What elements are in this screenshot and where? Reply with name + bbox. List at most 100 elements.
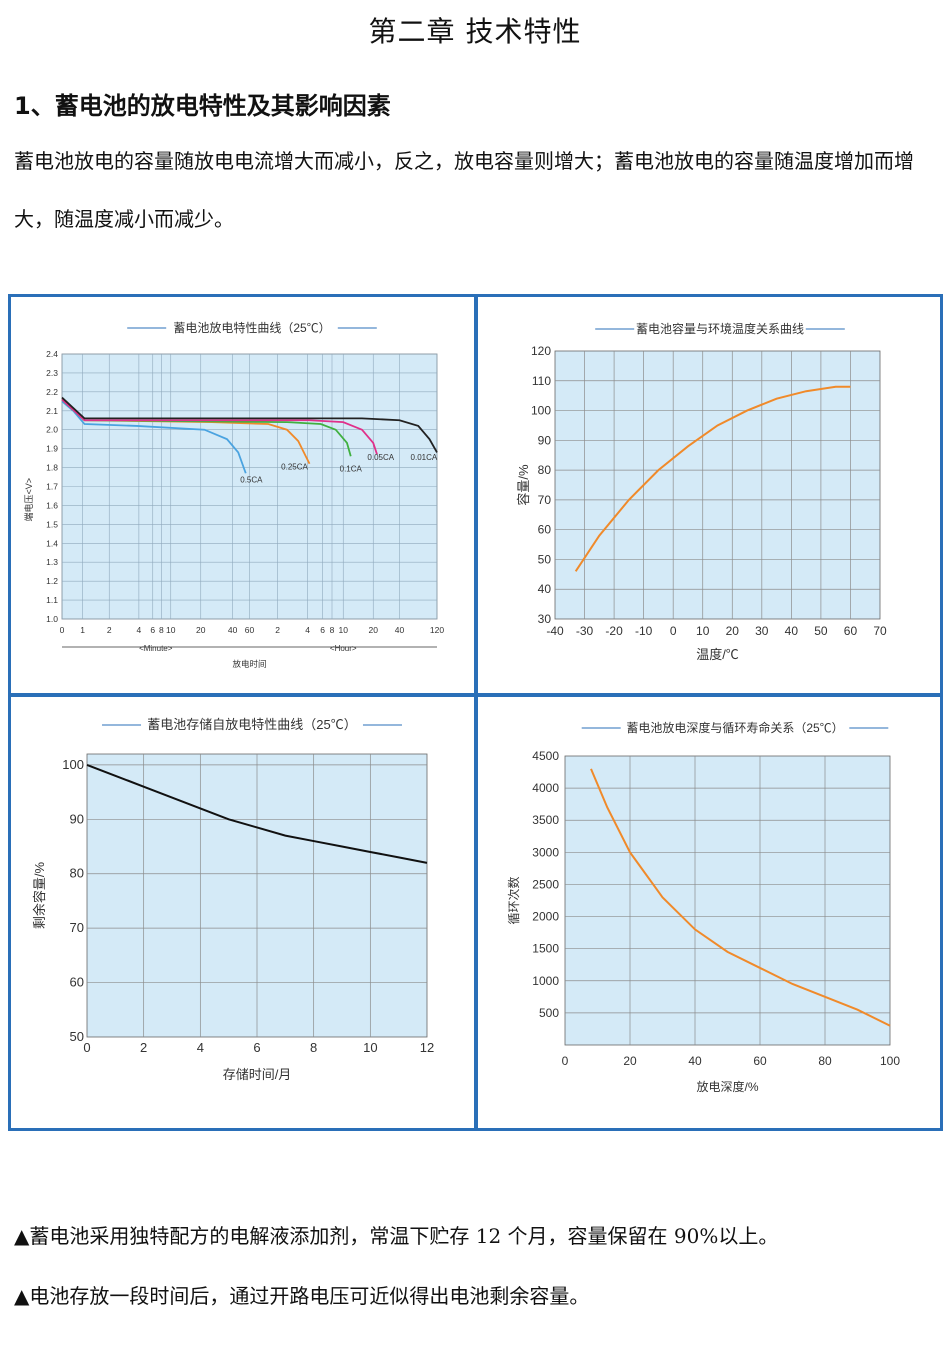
y-tick-label: 100 [531,404,551,418]
self-discharge-chart: 蓄电池存储自放电特性曲线（25℃） 0 2 4 6 8 10 12 50 60 70 80 90 100 存… [32,717,434,1082]
y-tick-label: 1.1 [46,595,58,605]
bullet-voltage: ▲电池存放一段时间后，通过开路电压可近似得出电池剩余容量。 [14,1284,590,1308]
x-tick-label: 40 [688,1054,702,1068]
y-tick-label: 2.2 [46,387,58,397]
y-tick-label: 2500 [532,877,559,891]
x-tick-label: 20 [726,624,740,638]
x-tick-label: 60 [245,625,255,635]
y-axis-label: 循环次数 [506,876,521,924]
y-tick-label: 2.1 [46,406,58,416]
y-tick-label: 80 [70,866,84,881]
x-tick-label: 2 [107,625,112,635]
chart-title: 蓄电池放电深度与循环寿命关系（25℃） [626,720,843,735]
chart-title: 蓄电池放电特性曲线（25℃） [173,320,330,335]
y-tick-label: 110 [532,374,551,388]
x-tick-label: -30 [576,624,594,638]
y-tick-label: 1.6 [46,500,58,510]
x-tick-label: 30 [755,624,769,638]
y-tick-label: 90 [70,811,84,826]
capacity-temperature-chart: 蓄电池容量与环境温度关系曲线 -40 -30 -20 -10 0 10 20 30 40 50 60 7… [516,321,887,662]
series-line-0.5CA [61,400,247,474]
series-line-0 [574,385,851,572]
y-tick-label: 500 [539,1006,559,1020]
x-tick-label: 0 [60,625,65,635]
x-tick-label: 4 [137,625,142,635]
chapter-title: 第二章 技术特性 [368,15,582,48]
x-tick-label: 40 [395,625,405,635]
x-tick-label: -10 [635,624,653,638]
y-tick-label: 1.5 [46,519,58,529]
plot-area [564,755,891,1046]
x-tick-label: 60 [844,624,858,638]
y-tick-label: 2.0 [46,425,58,435]
y-tick-label: 1.0 [46,614,58,624]
x-tick-label: 6 [320,625,325,635]
y-tick-label: 60 [538,523,552,537]
plot-area [554,350,881,620]
cycle-life-chart: 蓄电池放电深度与循环寿命关系（25℃） 0 20 40 60 80 100 500 1000 15… [506,720,900,1094]
series-label: 0.25CA [281,462,308,471]
y-tick-label: 60 [70,975,84,990]
x-tick-label: 2 [275,625,280,635]
y-tick-label: 90 [538,433,552,447]
hour-unit-label: <Hour> [330,644,357,653]
x-tick-label: 100 [880,1054,900,1068]
y-tick-label: 120 [531,344,551,358]
x-tick-label: 1 [80,625,85,635]
x-tick-label: 50 [814,624,828,638]
y-tick-label: 2000 [532,910,559,924]
x-tick-label: 12 [420,1040,434,1055]
section-heading: 1、蓄电池的放电特性及其影响因素 [14,92,391,120]
y-tick-label: 1000 [532,974,559,988]
chart-title: 蓄电池存储自放电特性曲线（25℃） [147,717,356,732]
x-tick-label: 10 [696,624,710,638]
x-tick-label: 8 [159,625,164,635]
y-tick-label: 50 [70,1029,84,1044]
y-tick-label: 1500 [532,942,559,956]
x-tick-label: -40 [546,624,564,638]
x-tick-label: 120 [430,625,444,635]
y-axis-label: 容量/% [516,464,531,506]
x-tick-label: 10 [339,625,349,635]
y-tick-label: 1.7 [46,482,58,492]
x-axis-label: 放电深度/% [696,1079,758,1094]
series-label: 0.05CA [367,453,394,462]
x-tick-label: 60 [753,1054,767,1068]
y-tick-label: 80 [538,463,552,477]
y-tick-label: 1.9 [46,444,58,454]
series-label: 0.5CA [240,476,263,485]
x-tick-label: 70 [873,624,887,638]
x-tick-label: -20 [605,624,623,638]
y-axis-label: 剩余容量/% [32,861,47,929]
y-tick-label: 4000 [532,781,559,795]
y-tick-label: 30 [538,612,552,626]
y-tick-label: 3500 [532,813,559,827]
intro-paragraph: 蓄电池放电的容量随放电电流增大而减小，反之，放电容量则增大；蓄电池放电的容量随温… [14,149,914,231]
x-tick-label: 4 [197,1040,204,1055]
x-tick-label: 0 [562,1054,569,1068]
x-tick-label: 20 [369,625,379,635]
x-tick-label: 20 [623,1054,637,1068]
x-tick-label: 10 [166,625,176,635]
y-tick-label: 50 [538,552,552,566]
y-tick-label: 3000 [532,845,559,859]
y-tick-label: 2.4 [46,349,58,359]
x-tick-label: 6 [150,625,155,635]
y-tick-label: 2.3 [46,368,58,378]
series-label: 0.01CA [411,453,438,462]
x-tick-label: 80 [818,1054,832,1068]
x-tick-label: 40 [228,625,238,635]
chart-title: 蓄电池容量与环境温度关系曲线 [636,321,804,336]
series-label: 0.1CA [340,464,363,473]
series-line-0.05CA [61,398,378,455]
y-tick-label: 40 [538,582,552,596]
x-tick-label: 4 [305,625,310,635]
y-tick-label: 100 [62,757,84,772]
y-tick-label: 1.2 [46,576,58,586]
x-tick-label: 0 [670,624,677,638]
y-tick-label: 4500 [532,749,559,763]
bullet-storage: ▲蓄电池采用独特配方的电解液添加剂，常温下贮存 12 个月，容量保留在 90%以… [14,1224,779,1248]
x-axis-label: 存储时间/月 [223,1067,292,1082]
series-line-0 [590,768,891,1027]
x-tick-label: 0 [83,1040,90,1055]
